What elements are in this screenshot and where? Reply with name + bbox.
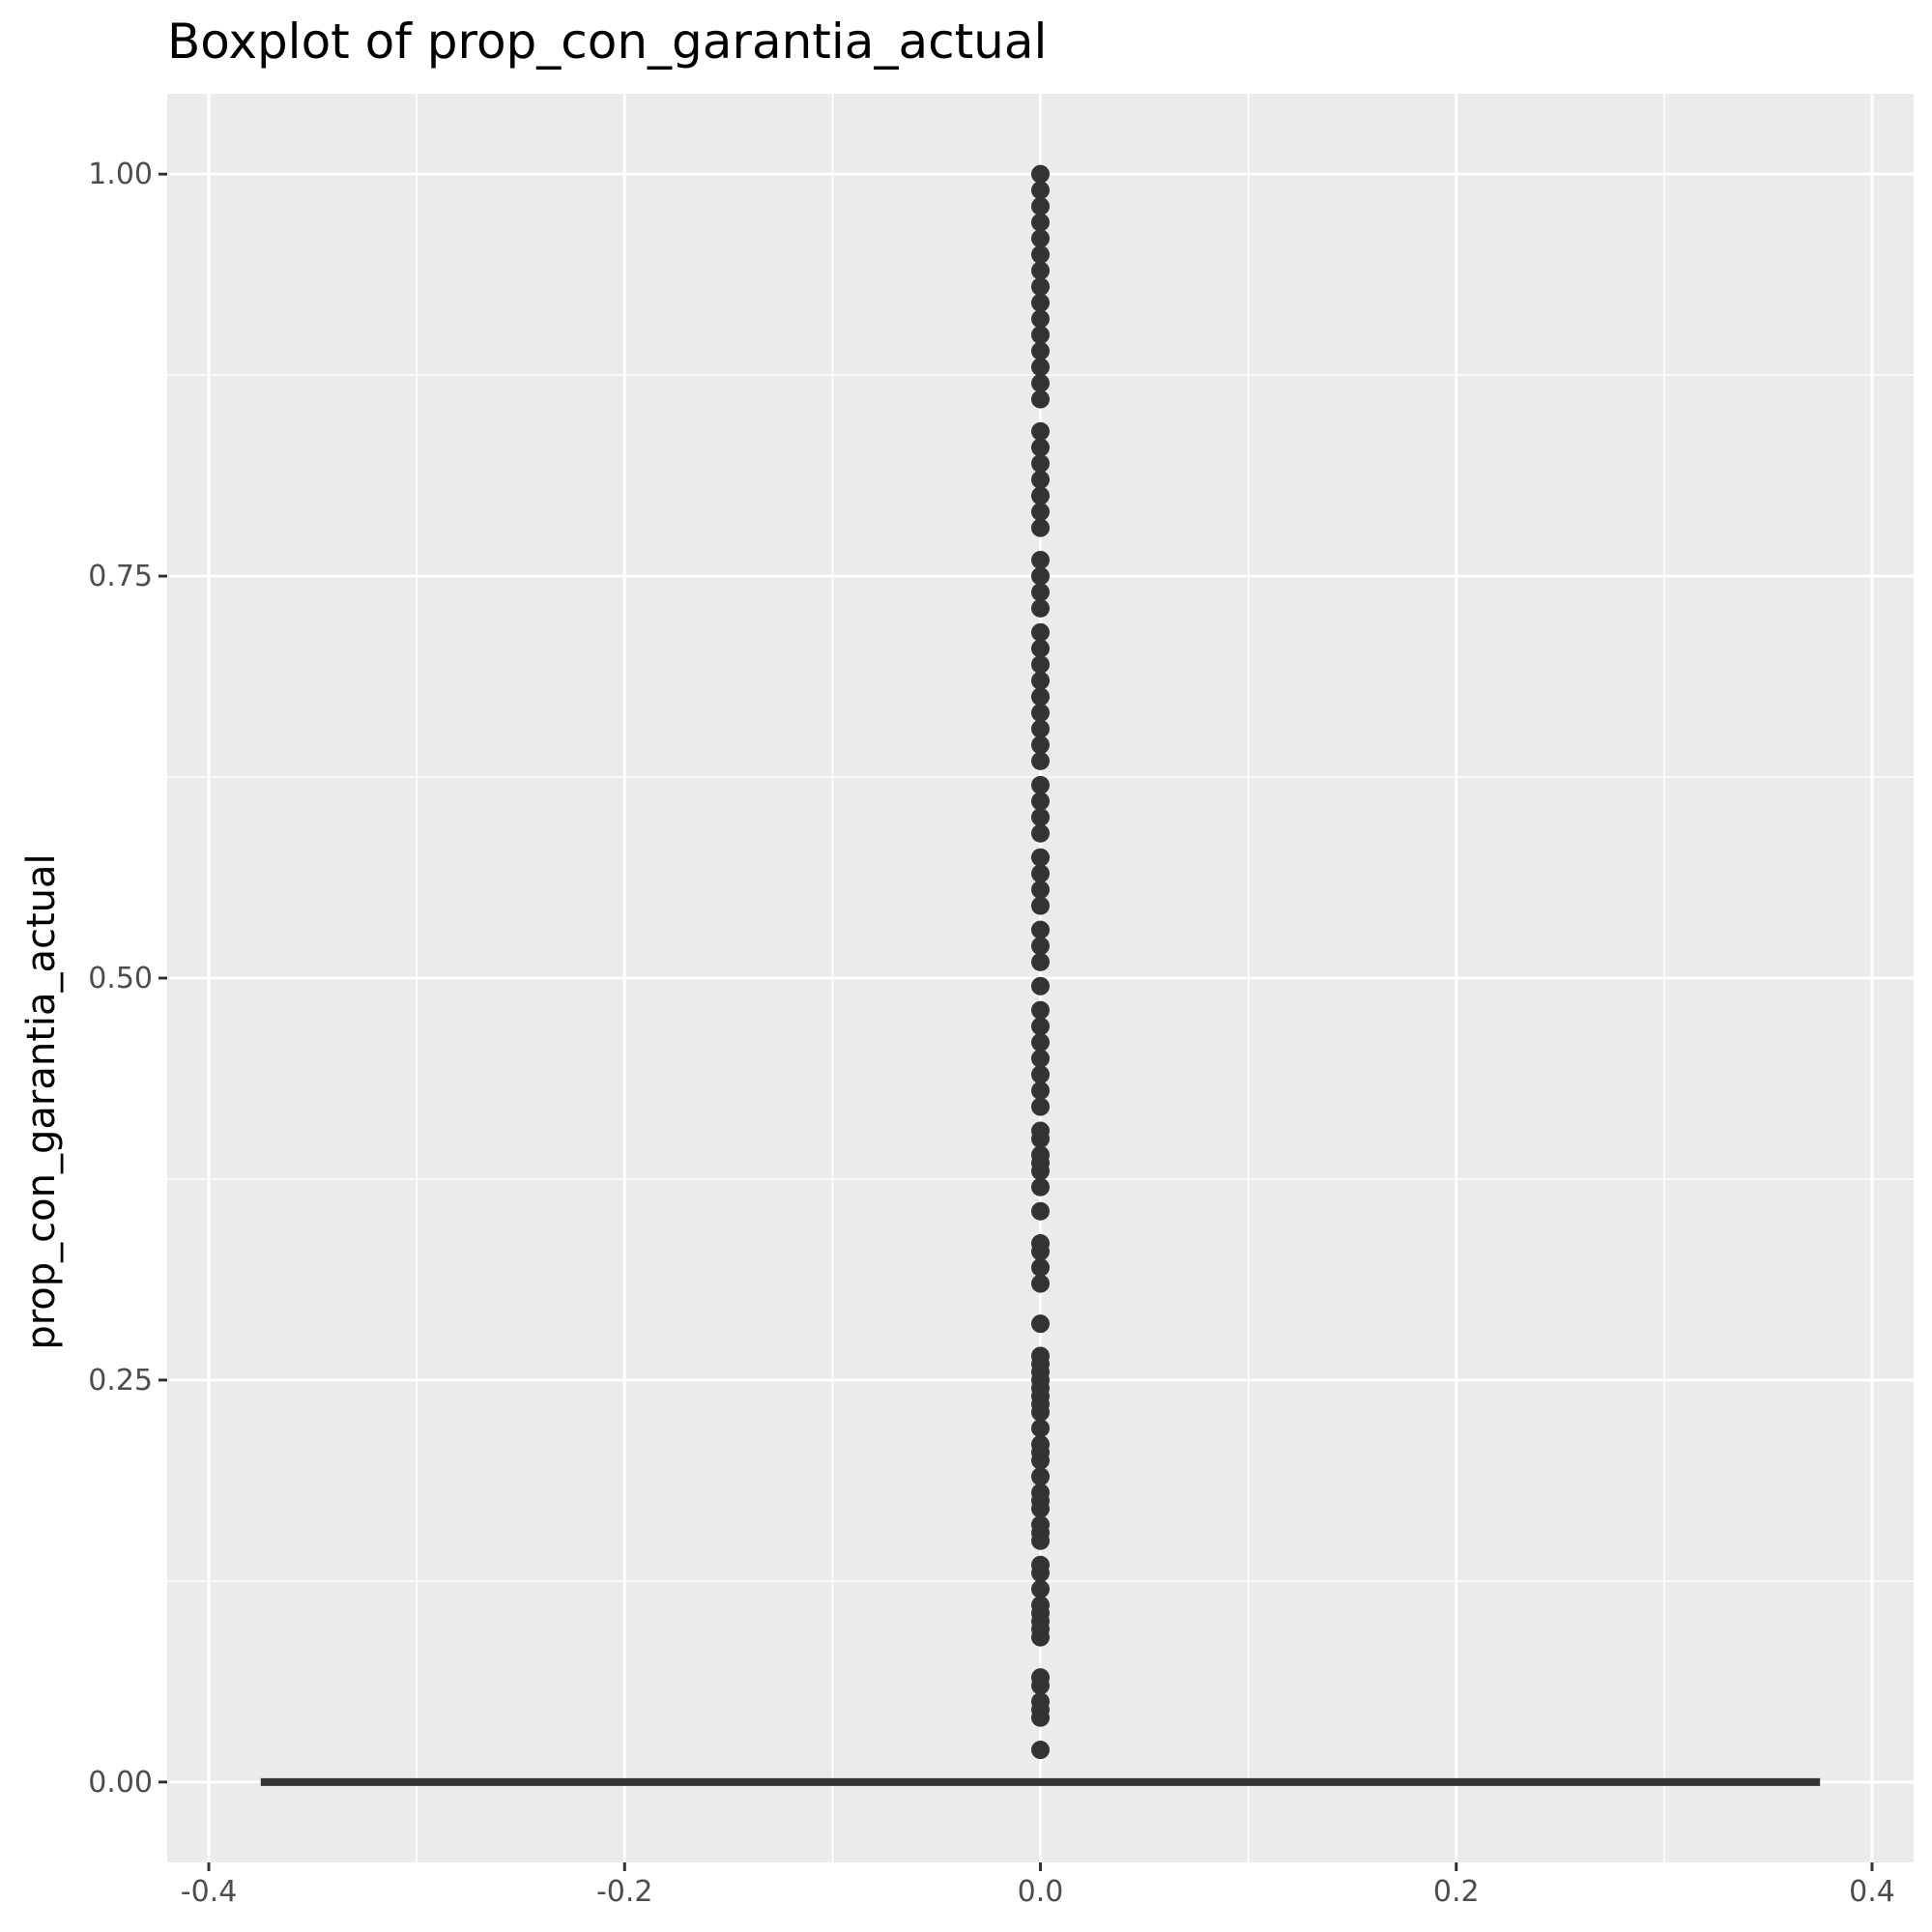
x-tick-label: 0.0: [1018, 1875, 1064, 1909]
outlier-point: [1031, 622, 1050, 642]
outlier-point: [1031, 1065, 1050, 1084]
y-tick-label: 0.25: [88, 1364, 153, 1398]
outlier-point: [1031, 1596, 1050, 1615]
outlier-point: [1031, 937, 1050, 956]
outlier-point: [1031, 213, 1050, 232]
outlier-point: [1031, 518, 1050, 537]
outlier-point: [1031, 550, 1050, 569]
outlier-point: [1031, 1741, 1050, 1760]
outlier-point: [1031, 823, 1050, 843]
outlier-point: [1031, 1097, 1050, 1116]
outlier-point: [1031, 245, 1050, 264]
outlier-point: [1031, 1145, 1050, 1165]
y-tick-label: 0.00: [88, 1766, 153, 1800]
outlier-point: [1031, 326, 1050, 345]
outlier-point: [1031, 775, 1050, 794]
y-tick-label: 0.75: [88, 560, 153, 593]
outlier-point: [1031, 880, 1050, 899]
outlier-point: [1031, 229, 1050, 248]
outlier-point: [1031, 1314, 1050, 1334]
x-tick-label: 0.2: [1433, 1875, 1480, 1909]
outlier-point: [1031, 309, 1050, 329]
chart-title: Boxplot of prop_con_garantia_actual: [167, 14, 1047, 70]
outlier-point: [1031, 848, 1050, 867]
outlier-point: [1031, 1346, 1050, 1366]
outlier-point: [1031, 358, 1050, 377]
outlier-point: [1031, 503, 1050, 522]
outlier-point: [1031, 655, 1050, 675]
outlier-point: [1031, 1483, 1050, 1502]
outlier-point: [1031, 671, 1050, 690]
outlier-point: [1031, 1201, 1050, 1221]
outlier-point: [1031, 583, 1050, 602]
outlier-point: [1031, 454, 1050, 474]
outlier-point: [1031, 735, 1050, 755]
outlier-point: [1031, 808, 1050, 827]
x-tick-label: 0.4: [1849, 1875, 1895, 1909]
outlier-point: [1031, 486, 1050, 505]
outlier-point: [1031, 1049, 1050, 1068]
outlier-point: [1031, 1257, 1050, 1277]
outlier-point: [1031, 1555, 1050, 1574]
outlier-point: [1031, 1121, 1050, 1140]
outlier-point: [1031, 1434, 1050, 1454]
outlier-point: [1031, 687, 1050, 706]
outlier-point: [1031, 952, 1050, 971]
outlier-point: [1031, 1668, 1050, 1687]
outlier-point: [1031, 373, 1050, 392]
outlier-point: [1031, 421, 1050, 441]
outlier-point: [1031, 1000, 1050, 1020]
outlier-point: [1031, 1177, 1050, 1197]
x-tick-label: -0.4: [181, 1875, 238, 1909]
outlier-point: [1031, 566, 1050, 586]
outlier-point: [1031, 1033, 1050, 1053]
outlier-point: [1031, 920, 1050, 939]
x-axis: -0.4 -0.2 0.0 0.2 0.4: [181, 1862, 1895, 1909]
outlier-point: [1031, 341, 1050, 360]
outlier-point: [1031, 1692, 1050, 1712]
outlier-point: [1031, 976, 1050, 995]
outlier-point: [1031, 1579, 1050, 1599]
outlier-point: [1031, 389, 1050, 409]
outlier-point: [1031, 1274, 1050, 1293]
outlier-point: [1031, 196, 1050, 216]
outlier-point: [1031, 1467, 1050, 1486]
outlier-point: [1031, 470, 1050, 489]
outlier-point: [1031, 751, 1050, 770]
y-axis-label: prop_con_garantia_actual: [19, 853, 64, 1349]
outlier-point: [1031, 639, 1050, 658]
outlier-point: [1031, 181, 1050, 200]
outlier-point: [1031, 598, 1050, 618]
x-tick-label: -0.2: [596, 1875, 653, 1909]
outlier-point: [1031, 896, 1050, 915]
y-axis: 0.00 0.25 0.50 0.75 1.00: [88, 158, 167, 1800]
outlier-point: [1031, 293, 1050, 312]
outlier-point: [1031, 438, 1050, 457]
outlier-point: [1031, 164, 1050, 184]
outlier-point: [1031, 1234, 1050, 1253]
outlier-point: [1031, 1419, 1050, 1438]
outlier-point: [1031, 864, 1050, 883]
outlier-point: [1031, 1081, 1050, 1100]
outlier-point: [1031, 792, 1050, 811]
y-tick-label: 0.50: [88, 962, 153, 995]
outlier-points: [1031, 164, 1050, 1760]
outlier-point: [1031, 704, 1050, 722]
outlier-point: [1031, 261, 1050, 280]
outlier-point: [1031, 1017, 1050, 1036]
y-tick-label: 1.00: [88, 158, 153, 191]
outlier-point: [1031, 1515, 1050, 1535]
outlier-point: [1031, 277, 1050, 297]
outlier-point: [1031, 719, 1050, 738]
